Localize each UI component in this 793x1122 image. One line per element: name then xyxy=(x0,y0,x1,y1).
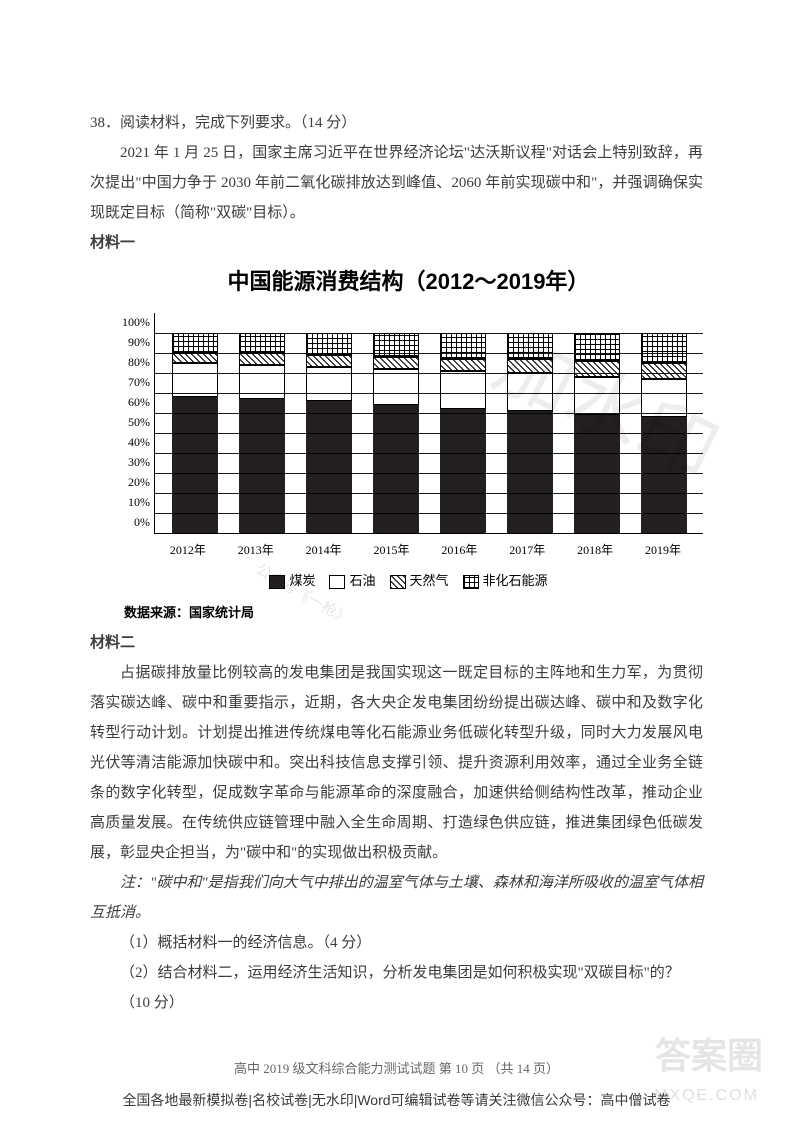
material1-heading: 材料一 xyxy=(90,228,703,258)
material2-heading: 材料二 xyxy=(90,628,703,658)
chart-source: 数据来源：国家统计局 xyxy=(124,600,703,626)
watermark-url: MXQE.COM xyxy=(654,1080,759,1112)
legend-coal: 煤炭 xyxy=(269,568,315,594)
legend-coal-label: 煤炭 xyxy=(289,573,315,588)
chart-plot xyxy=(154,313,703,534)
swatch-oil xyxy=(329,575,345,589)
swatch-nonf xyxy=(463,575,479,589)
energy-chart: 中国能源消费结构（2012～2019年） 100%90%80%70%60%50%… xyxy=(114,260,703,626)
chart-title: 中国能源消费结构（2012～2019年） xyxy=(114,260,703,304)
chart-area: 100%90%80%70%60%50%40%30%20%10%0% xyxy=(114,308,703,534)
legend-nonf: 非化石能源 xyxy=(463,568,548,594)
subquestion-1: （1）概括材料一的经济信息。（4 分） xyxy=(90,928,703,958)
chart-yaxis: 100%90%80%70%60%50%40%30%20%10%0% xyxy=(114,308,154,534)
chart-legend: 煤炭 石油 天然气 非化石能源 xyxy=(114,568,703,594)
legend-oil-label: 石油 xyxy=(349,573,375,588)
legend-oil: 石油 xyxy=(329,568,375,594)
material2-body: 占据碳排放量比例较高的发电集团是我国实现这一既定目标的主阵地和生力军，为贯彻落实… xyxy=(90,658,703,868)
swatch-coal xyxy=(269,575,285,589)
question-number: 38．阅读材料，完成下列要求。（14 分） xyxy=(90,108,703,138)
material2-note: 注："碳中和"是指我们向大气中排出的温室气体与土壤、森林和海洋所吸收的温室气体相… xyxy=(90,868,703,928)
question-intro: 2021 年 1 月 25 日，国家主席习近平在世界经济论坛"达沃斯议程"对话会… xyxy=(90,138,703,228)
chart-xlabels: 2012年2013年2014年2015年2016年2017年2018年2019年 xyxy=(114,534,703,562)
subquestion-2-points: （10 分） xyxy=(90,988,703,1018)
legend-nonf-label: 非化石能源 xyxy=(483,573,548,588)
legend-gas-label: 天然气 xyxy=(410,573,449,588)
legend-gas: 天然气 xyxy=(390,568,449,594)
exam-page: 38．阅读材料，完成下列要求。（14 分） 2021 年 1 月 25 日，国家… xyxy=(0,0,793,1122)
swatch-gas xyxy=(390,575,406,589)
subquestion-2: （2）结合材料二，运用经济生活知识，分析发电集团是如何积极实现"双碳目标"的？ xyxy=(90,958,703,988)
